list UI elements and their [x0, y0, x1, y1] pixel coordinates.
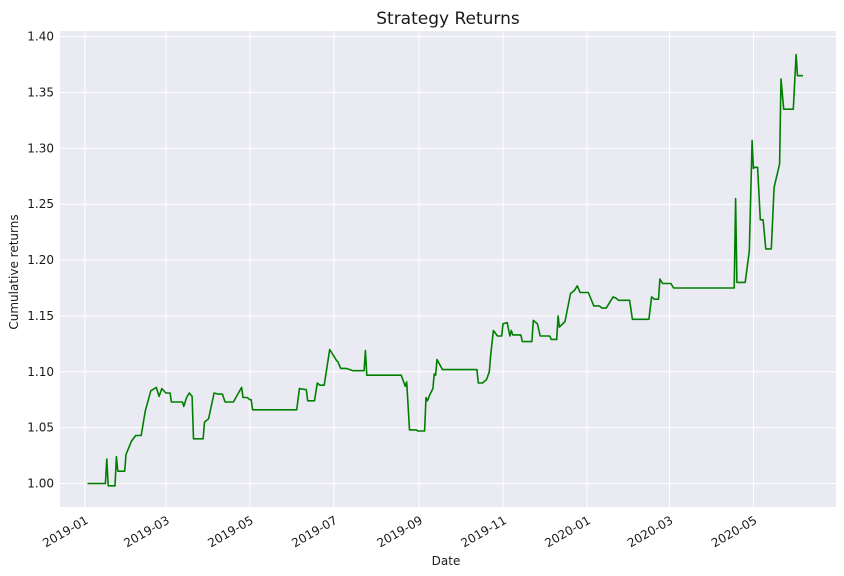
- x-tick-label: 2019-11: [459, 513, 509, 550]
- grid: [60, 31, 836, 507]
- x-tick-label: 2020-03: [625, 513, 675, 550]
- y-axis-ticks: 1.00 1.05 1.10 1.15 1.20 1.25 1.30 1.35 1.40: [27, 30, 54, 491]
- x-tick-label: 2019-07: [289, 513, 339, 550]
- x-tick-label: 2019-01: [40, 513, 90, 550]
- y-tick-label: 1.20: [27, 253, 54, 267]
- x-axis-label: Date: [432, 554, 461, 568]
- x-tick-label: 2019-09: [375, 513, 425, 550]
- y-tick-label: 1.30: [27, 141, 54, 155]
- y-tick-label: 1.35: [27, 85, 54, 99]
- x-tick-label: 2020-01: [542, 513, 592, 550]
- y-tick-label: 1.00: [27, 477, 54, 491]
- x-tick-label: 2019-03: [121, 513, 171, 550]
- plot-area: [60, 31, 836, 507]
- x-axis-ticks: 2019-01 2019-03 2019-05 2019-07 2019-09 2019-…: [40, 513, 759, 550]
- y-tick-label: 1.10: [27, 365, 54, 379]
- chart-title: Strategy Returns: [376, 9, 520, 29]
- series-line: [87, 53, 803, 487]
- x-tick-label: 2020-05: [709, 513, 759, 550]
- y-axis-label: Cumulative returns: [7, 214, 21, 329]
- y-tick-label: 1.05: [27, 421, 54, 435]
- x-tick-label: 2019-05: [205, 513, 255, 550]
- y-tick-label: 1.25: [27, 197, 54, 211]
- y-tick-label: 1.15: [27, 309, 54, 323]
- y-tick-label: 1.40: [27, 30, 54, 44]
